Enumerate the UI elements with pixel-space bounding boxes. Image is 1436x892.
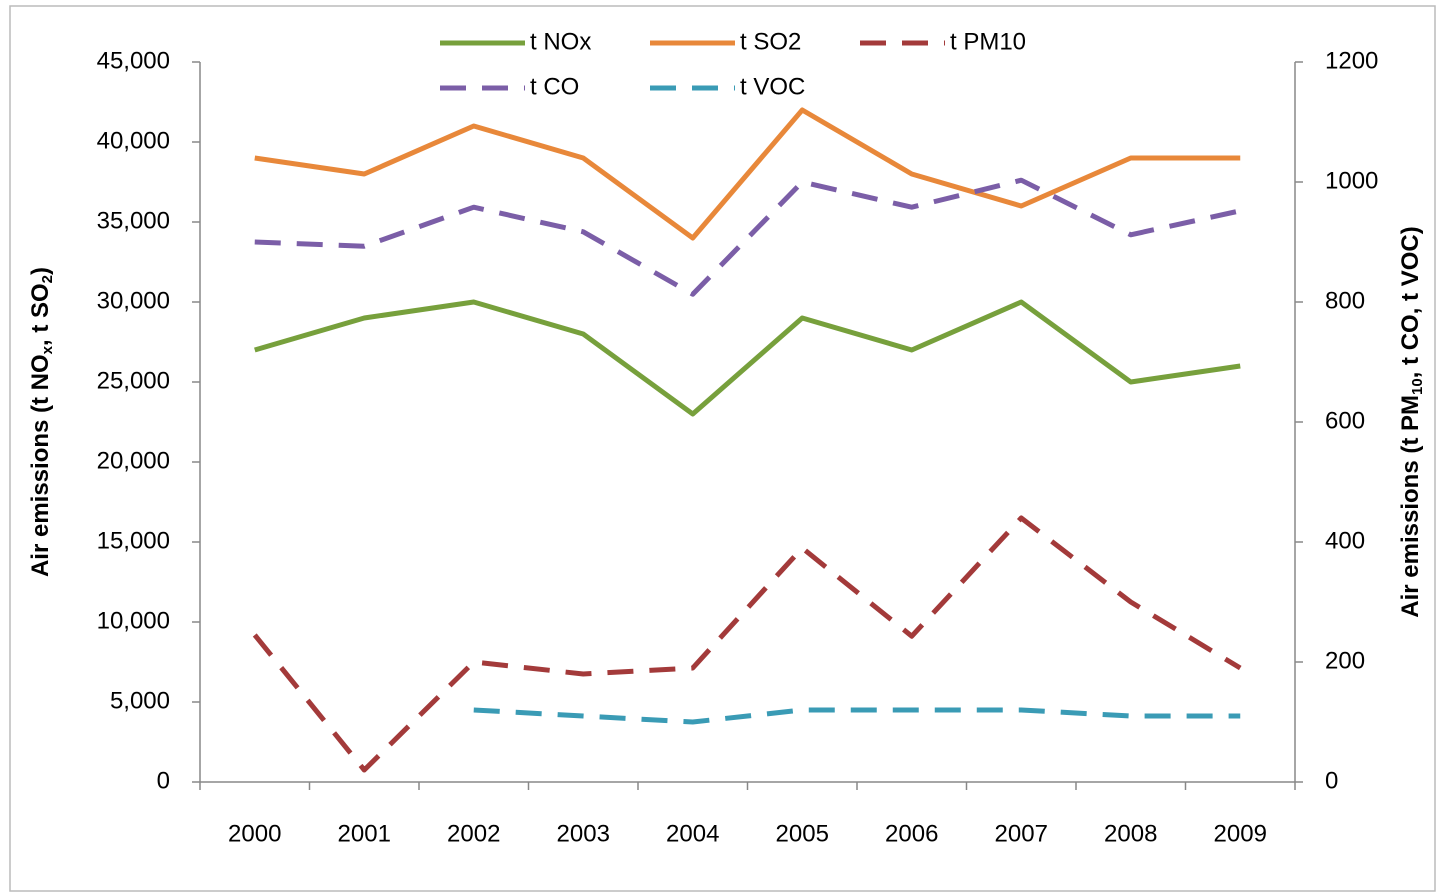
x-tick-label: 2005 [776,820,829,847]
y-tick-label: 45,000 [97,47,170,74]
y-axis-label: Air emissions (t NOx, t SO2) [27,267,56,577]
chart-frame [9,5,1436,892]
y2-tick-label: 600 [1325,407,1365,434]
axis-label-subscript: x [39,345,56,354]
series-line [254,177,1241,297]
y-tick-label: 20,000 [97,447,170,474]
x-tick-label: 2007 [995,820,1048,847]
x-tick-label: 2000 [228,820,281,847]
y2-tick-label: 1000 [1325,167,1378,194]
y2-axis-label: Air emissions (t PM10, t CO, t VOC) [1397,226,1426,617]
y2-tick-label: 1200 [1325,47,1378,74]
x-tick-label: 2009 [1214,820,1267,847]
y2-tick-label: 200 [1325,647,1365,674]
y2-tick-label: 400 [1325,527,1365,554]
legend-label: t SO2 [740,28,801,55]
x-tick-label: 2001 [338,820,391,847]
legend-label: t VOC [740,73,805,100]
legend-label: t NOx [530,28,591,55]
axis-label-subscript: 10 [1409,378,1426,395]
axis-label-part: , t SO [27,283,54,346]
y2-tick-label: 800 [1325,287,1365,314]
legend-label: t CO [530,73,579,100]
axis-label-part: , t CO, t VOC) [1397,226,1424,378]
y-tick-label: 30,000 [97,287,170,314]
axis-label-subscript: 2 [39,275,56,283]
y-tick-label: 0 [157,767,170,794]
y2-tick-label: 0 [1325,767,1338,794]
axis-label-part: Air emissions (t PM [1397,395,1424,618]
x-tick-label: 2003 [557,820,610,847]
legend-label: t PM10 [950,28,1026,55]
y-tick-label: 25,000 [97,367,170,394]
x-tick-label: 2008 [1104,820,1157,847]
x-tick-label: 2002 [447,820,500,847]
axis-label-part: Air emissions (t NO [27,354,54,577]
y-tick-label: 35,000 [97,207,170,234]
axis-label-part: ) [27,267,54,275]
y-tick-label: 5,000 [110,687,170,714]
y-tick-label: 10,000 [97,607,170,634]
series-line [254,107,1241,241]
x-tick-label: 2004 [666,820,719,847]
y-tick-label: 40,000 [97,127,170,154]
series-line [254,299,1241,417]
y-tick-label: 15,000 [97,527,170,554]
series-line [473,707,1241,725]
x-tick-label: 2006 [885,820,938,847]
